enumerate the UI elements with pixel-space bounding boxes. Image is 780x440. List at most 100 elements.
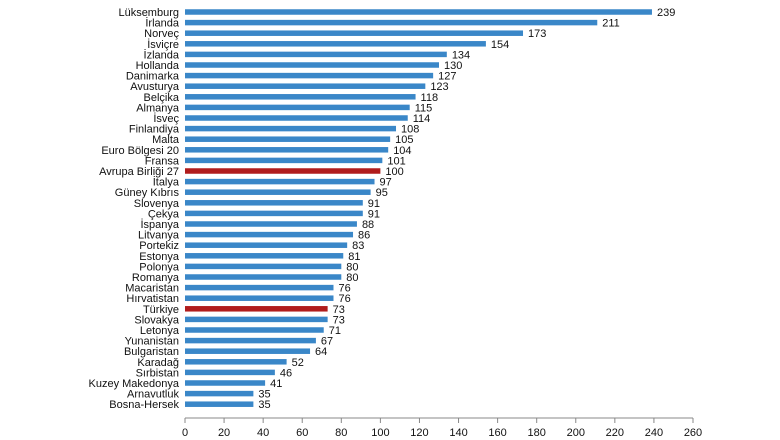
bar-irlanda <box>185 19 598 26</box>
bar-danimarka <box>185 72 434 79</box>
bar-ispanya <box>185 221 357 227</box>
value-label-karadag: 52 <box>292 357 304 369</box>
x-tick-label-200: 200 <box>567 427 585 439</box>
x-tick-label-40: 40 <box>257 427 269 439</box>
value-label-romanya: 80 <box>346 272 358 284</box>
bar-izlanda <box>185 51 447 58</box>
category-label-cekya: Çekya <box>148 208 180 220</box>
category-label-guney-kibris: Güney Kıbrıs <box>115 187 180 199</box>
x-tick-label-180: 180 <box>528 427 546 439</box>
bar-isvicre <box>185 41 486 47</box>
bar-estonya <box>185 253 344 259</box>
bar-kuzey-makedonya <box>185 380 266 386</box>
value-label-yunanistan: 67 <box>321 336 333 348</box>
value-label-avrupa-birligi-27: 100 <box>385 166 403 178</box>
category-label-litvanya: Litvanya <box>138 230 180 242</box>
category-label-estonya: Estonya <box>139 251 180 263</box>
value-label-polonya: 80 <box>346 261 358 273</box>
value-label-italya: 97 <box>380 177 392 189</box>
bar-bosna-hersek <box>185 401 254 407</box>
category-label-almanya: Almanya <box>136 102 180 114</box>
category-label-isvec: İsveç <box>153 112 179 125</box>
x-tick-label-20: 20 <box>218 427 230 439</box>
bar-arnavutluk <box>185 390 254 397</box>
bar-norvec <box>185 30 524 36</box>
value-label-arnavutluk: 35 <box>258 389 270 401</box>
bar-euro-bolgesi-20 <box>185 147 389 153</box>
bar-turkiye <box>185 306 328 312</box>
x-tick-label-140: 140 <box>449 427 467 439</box>
value-label-guney-kibris: 95 <box>376 187 388 199</box>
value-label-slovakya: 73 <box>333 314 345 326</box>
value-label-portekiz: 83 <box>352 240 364 252</box>
category-label-kuzey-makedonya: Kuzey Makedonya <box>89 378 180 390</box>
value-label-letonya: 71 <box>329 325 341 337</box>
value-label-slovenya: 91 <box>368 198 380 210</box>
category-label-ispanya: İspanya <box>140 218 179 231</box>
bar-isvec <box>185 115 408 121</box>
category-label-yunanistan: Yunanistan <box>125 336 179 348</box>
bar-avrupa-birligi-27 <box>185 168 381 174</box>
value-label-hirvatistan: 76 <box>338 293 350 305</box>
x-tick-label-240: 240 <box>645 427 663 439</box>
x-tick-label-120: 120 <box>410 427 428 439</box>
value-label-sirbistan: 46 <box>280 367 292 379</box>
category-label-hollanda: Hollanda <box>136 60 180 72</box>
category-label-malta: Malta <box>152 134 180 146</box>
category-label-karadag: Karadağ <box>137 357 179 369</box>
value-label-euro-bolgesi-20: 104 <box>393 145 411 157</box>
category-label-italya: İtalya <box>153 176 180 189</box>
category-label-turkiye: Türkiye <box>143 304 179 316</box>
category-label-macaristan: Macaristan <box>125 283 179 295</box>
bar-hollanda <box>185 62 439 68</box>
bar-polonya <box>185 263 342 270</box>
value-label-turkiye: 73 <box>333 304 345 316</box>
category-label-arnavutluk: Arnavutluk <box>127 389 179 401</box>
bar-yunanistan <box>185 337 316 344</box>
x-tick-label-80: 80 <box>335 427 347 439</box>
value-label-bulgaristan: 64 <box>315 346 327 358</box>
bar-slovenya <box>185 200 363 206</box>
value-label-finlandiya: 108 <box>401 124 419 136</box>
bar-avusturya <box>185 83 426 89</box>
bar-finlandiya <box>185 125 397 132</box>
value-label-irlanda: 211 <box>602 18 620 30</box>
x-tick-label-260: 260 <box>684 427 702 439</box>
bar-almanya <box>185 104 410 111</box>
category-label-irlanda: İrlanda <box>145 17 180 30</box>
value-label-isvec: 114 <box>413 113 431 125</box>
value-label-almanya: 115 <box>415 102 433 114</box>
x-tick-label-60: 60 <box>296 427 308 439</box>
category-label-hirvatistan: Hırvatistan <box>126 293 179 305</box>
category-label-fransa: Fransa <box>145 155 180 167</box>
bar-macaristan <box>185 284 334 291</box>
category-label-portekiz: Portekiz <box>139 240 179 252</box>
category-label-luksemburg: Lüksemburg <box>118 7 179 19</box>
category-label-slovenya: Slovenya <box>134 198 180 210</box>
value-label-avusturya: 123 <box>430 81 448 93</box>
value-label-luksemburg: 239 <box>657 7 675 19</box>
x-tick-label-100: 100 <box>371 427 389 439</box>
category-label-izlanda: İzlanda <box>144 48 180 61</box>
category-label-belcika: Belçika <box>144 92 180 104</box>
bar-belcika <box>185 94 416 100</box>
value-label-belcika: 118 <box>421 92 439 104</box>
value-label-estonya: 81 <box>348 251 360 263</box>
value-label-malta: 105 <box>395 134 413 146</box>
value-label-litvanya: 86 <box>358 230 370 242</box>
value-label-kuzey-makedonya: 41 <box>270 378 282 390</box>
bar-litvanya <box>185 231 354 238</box>
value-label-danimarka: 127 <box>438 71 456 83</box>
bar-romanya <box>185 274 342 280</box>
bar-cekya <box>185 210 363 217</box>
category-label-bulgaristan: Bulgaristan <box>124 346 179 358</box>
bar-malta <box>185 136 391 142</box>
value-label-bosna-hersek: 35 <box>258 399 270 411</box>
category-label-letonya: Letonya <box>140 325 180 337</box>
value-label-macaristan: 76 <box>338 283 350 295</box>
value-label-isvicre: 154 <box>491 39 509 51</box>
bar-letonya <box>185 327 324 333</box>
category-label-norvec: Norveç <box>144 28 179 40</box>
x-tick-label-160: 160 <box>488 427 506 439</box>
category-label-avusturya: Avusturya <box>130 81 180 93</box>
